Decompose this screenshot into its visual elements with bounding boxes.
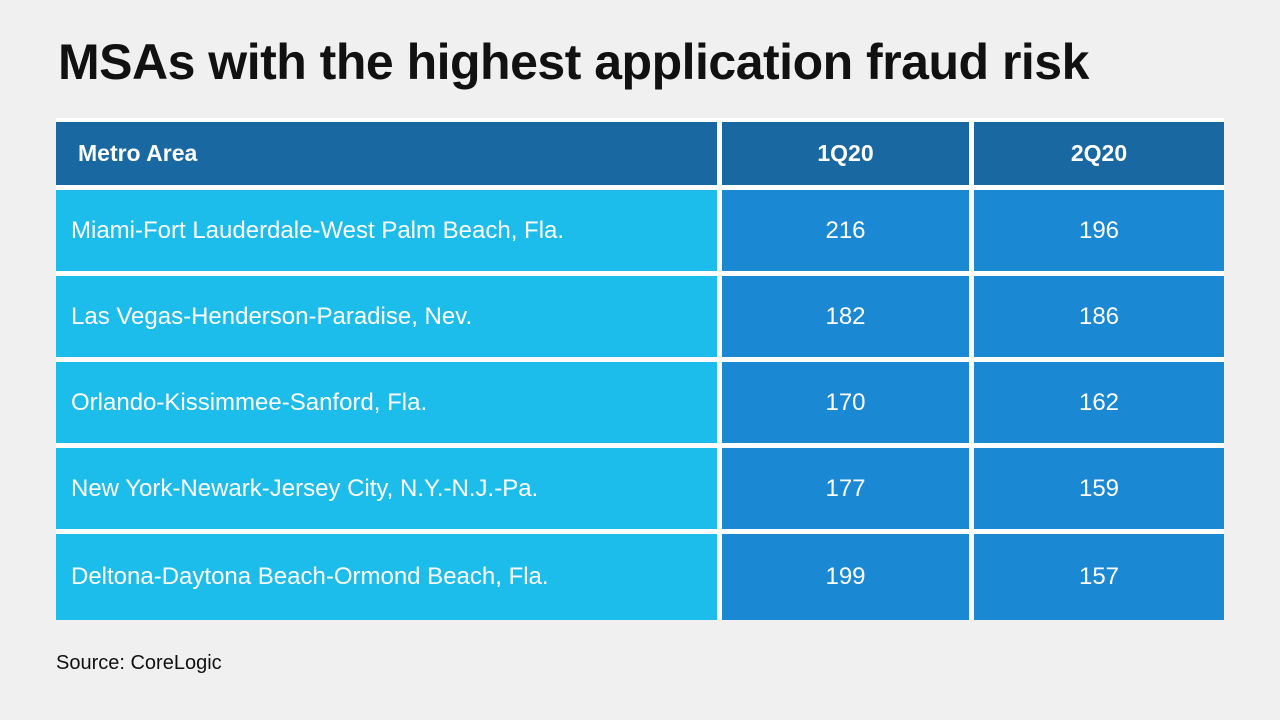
- value-1q20-cell: 199: [722, 534, 974, 620]
- source-note: Source: CoreLogic: [56, 652, 222, 674]
- table-row: Deltona-Daytona Beach-Ormond Beach, Fla.…: [56, 534, 1224, 620]
- value-1q20-cell: 170: [722, 362, 974, 448]
- value-2q20-cell: 159: [974, 448, 1224, 534]
- metro-area-cell: Orlando-Kissimmee-Sanford, Fla.: [56, 362, 722, 448]
- column-header-2q20: 2Q20: [974, 118, 1224, 190]
- table-header-row: Metro Area 1Q20 2Q20: [56, 118, 1224, 190]
- metro-area-cell: Deltona-Daytona Beach-Ormond Beach, Fla.: [56, 534, 722, 620]
- fraud-risk-table: Metro Area 1Q20 2Q20 Miami-Fort Lauderda…: [56, 118, 1224, 620]
- value-1q20-cell: 182: [722, 276, 974, 362]
- chart-title: MSAs with the highest application fraud …: [58, 34, 1089, 90]
- value-2q20-cell: 186: [974, 276, 1224, 362]
- value-1q20-cell: 177: [722, 448, 974, 534]
- table-row: Miami-Fort Lauderdale-West Palm Beach, F…: [56, 190, 1224, 276]
- metro-area-cell: New York-Newark-Jersey City, N.Y.-N.J.-P…: [56, 448, 722, 534]
- value-1q20-cell: 216: [722, 190, 974, 276]
- table-row: New York-Newark-Jersey City, N.Y.-N.J.-P…: [56, 448, 1224, 534]
- column-header-1q20: 1Q20: [722, 118, 974, 190]
- value-2q20-cell: 162: [974, 362, 1224, 448]
- metro-area-cell: Miami-Fort Lauderdale-West Palm Beach, F…: [56, 190, 722, 276]
- table-row: Orlando-Kissimmee-Sanford, Fla. 170 162: [56, 362, 1224, 448]
- value-2q20-cell: 157: [974, 534, 1224, 620]
- value-2q20-cell: 196: [974, 190, 1224, 276]
- column-header-metro-area: Metro Area: [56, 118, 722, 190]
- fraud-risk-table-container: Metro Area 1Q20 2Q20 Miami-Fort Lauderda…: [56, 118, 1224, 620]
- table-row: Las Vegas-Henderson-Paradise, Nev. 182 1…: [56, 276, 1224, 362]
- metro-area-cell: Las Vegas-Henderson-Paradise, Nev.: [56, 276, 722, 362]
